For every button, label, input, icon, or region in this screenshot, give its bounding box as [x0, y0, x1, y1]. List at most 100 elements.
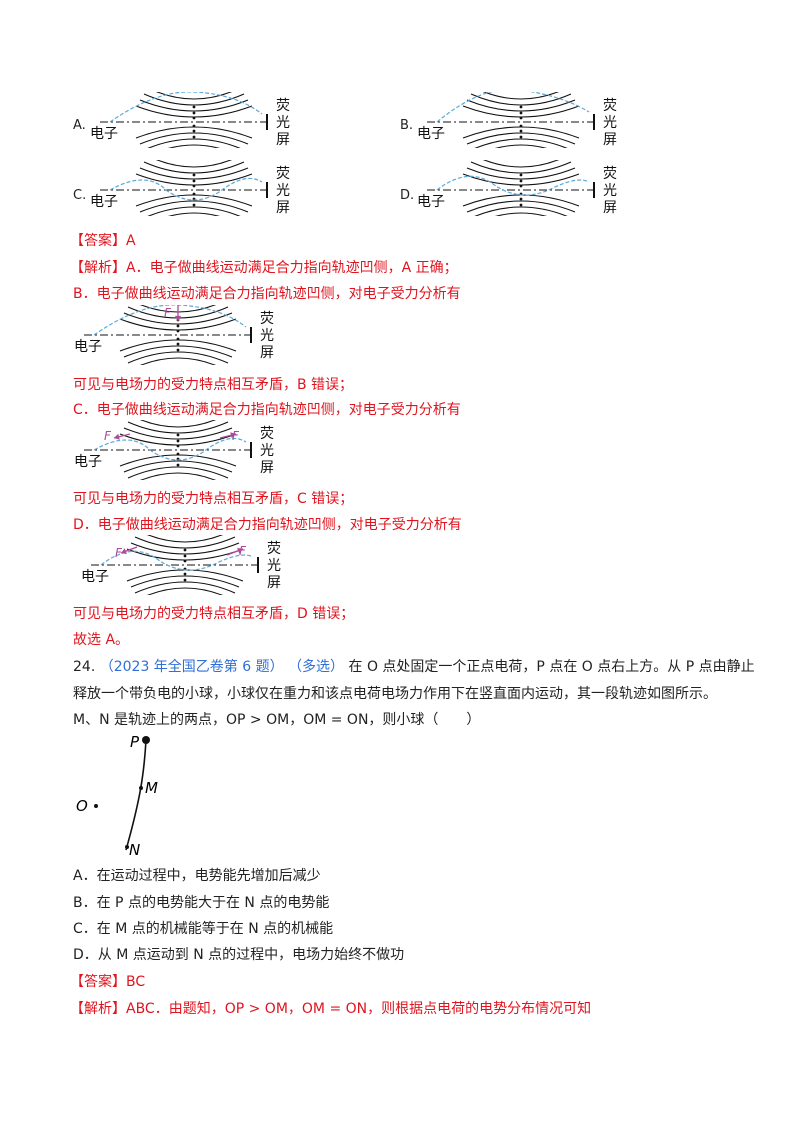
field-line [168, 144, 220, 148]
point-n-dot [125, 845, 129, 849]
field-line [130, 575, 240, 588]
field-line [123, 312, 233, 325]
field-line [139, 420, 217, 428]
field-line [495, 212, 547, 216]
q24-option-a: A．在运动过程中，电势能先增加后减少 [73, 868, 321, 884]
charge-dot [192, 135, 196, 139]
charge-dot [519, 203, 523, 207]
option-c-letter: C. [73, 188, 87, 203]
field-line [168, 212, 220, 216]
electron-trajectory [436, 175, 590, 196]
charge-dot [519, 116, 523, 120]
field-line [147, 138, 241, 148]
q23-conclusion-b: 可见与电场力的受力特点相互矛盾，B 错误； [73, 377, 354, 393]
field-line [139, 132, 249, 145]
field-line [155, 92, 233, 100]
charge-dot [192, 105, 196, 109]
field-line [127, 421, 229, 434]
electron-label: 电子 [74, 454, 102, 470]
charge-dot [519, 105, 523, 109]
charge-dot [183, 572, 187, 576]
screen-label-char: 屏 [267, 575, 281, 591]
force-label: F [166, 305, 174, 306]
charge-dot [192, 184, 196, 188]
point-o-dot [94, 804, 98, 808]
q24-analysis-line: 【解析】ABC．由题知，OP > OM，OM = ON，则根据点电荷的电势分布情… [70, 999, 591, 1019]
option-d-letter: D. [400, 188, 415, 203]
field-line [466, 132, 576, 145]
field-line [466, 167, 576, 180]
answer-value: BC [126, 974, 146, 990]
screen-label-char: 光 [603, 183, 617, 199]
charge-dot [192, 116, 196, 120]
charge-dot [519, 197, 523, 201]
force-label: F [104, 429, 112, 443]
charge-dot [192, 111, 196, 115]
field-line [134, 536, 236, 549]
charge-dot [176, 342, 180, 346]
field-line [147, 206, 241, 216]
q23-analysis-d: D．电子做曲线运动满足合力指向轨迹凹侧，对电子受力分析有 [73, 517, 462, 533]
field-figure-c: 电子 荧光屏 [90, 160, 290, 216]
trajectory-figure: P M O N [76, 733, 158, 859]
field-line [155, 160, 233, 168]
electron-trajectory [436, 92, 590, 123]
field-line [130, 542, 240, 555]
label-o: O [76, 797, 88, 815]
charge-dot [519, 124, 523, 128]
force-figure-d: 电子 荧光屏 F F [81, 535, 281, 595]
q24-answer-line: 【答案】BC [70, 972, 145, 992]
question-tag: （多选） [288, 659, 345, 675]
force-label: F [239, 544, 247, 558]
field-line [470, 93, 572, 106]
label-m: M [145, 779, 158, 797]
screen-label-char: 荧 [260, 425, 274, 442]
charge-dot [176, 444, 180, 448]
field-line [139, 472, 217, 480]
field-line [143, 161, 245, 174]
charge-dot [519, 173, 523, 177]
field-line [474, 138, 568, 148]
point-m-dot [139, 786, 143, 790]
analysis-text: ABC．由题知，OP > OM，OM = ON，则根据点电荷的电势分布情况可知 [126, 1001, 592, 1017]
question-number: 24. [73, 659, 96, 675]
charge-dot [192, 203, 196, 207]
charge-dot [519, 184, 523, 188]
charge-dot [519, 135, 523, 139]
charge-dot [183, 578, 187, 582]
field-line [146, 587, 224, 595]
field-line [139, 357, 217, 365]
charge-dot [192, 124, 196, 128]
q24-option-d: D．从 M 点运动到 N 点的过程中，电场力始终不做功 [73, 947, 405, 963]
electron-label: 电子 [417, 194, 445, 210]
charge-dot [183, 548, 187, 552]
answer-label: 【答案】 [70, 233, 126, 249]
electron-label: 电子 [90, 126, 118, 142]
screen-label-char: 荧 [603, 165, 617, 182]
charge-dot [176, 463, 180, 467]
screen-label-char: 光 [276, 183, 290, 199]
field-line [466, 200, 576, 213]
force-figure-c: 电子 荧光屏 F F [74, 420, 274, 480]
answer-label: 【答案】 [70, 974, 126, 990]
field-line [123, 345, 233, 358]
point-p-dot [142, 736, 150, 744]
screen-label-char: 屏 [260, 460, 274, 476]
q23-analysis-a: 【解析】A．电子做曲线运动满足合力指向轨迹凹侧，A 正确； [70, 258, 458, 278]
screen-label-char: 光 [260, 443, 274, 459]
charge-dot [176, 452, 180, 456]
screen-label-char: 光 [260, 328, 274, 344]
screen-label-char: 屏 [276, 200, 290, 216]
electron-label: 电子 [417, 126, 445, 142]
option-a-letter: A. [73, 118, 86, 133]
charge-dot [176, 433, 180, 437]
force-label: F [115, 546, 123, 560]
charge-dot [192, 192, 196, 196]
charge-dot [192, 129, 196, 133]
force-arrowhead [121, 548, 127, 555]
field-line [139, 99, 249, 112]
force-arrowhead [230, 432, 236, 439]
field-line [123, 460, 233, 473]
q24-option-b: B．在 P 点的电势能大于在 N 点的电势能 [73, 895, 330, 911]
screen-label-char: 荧 [276, 165, 290, 182]
